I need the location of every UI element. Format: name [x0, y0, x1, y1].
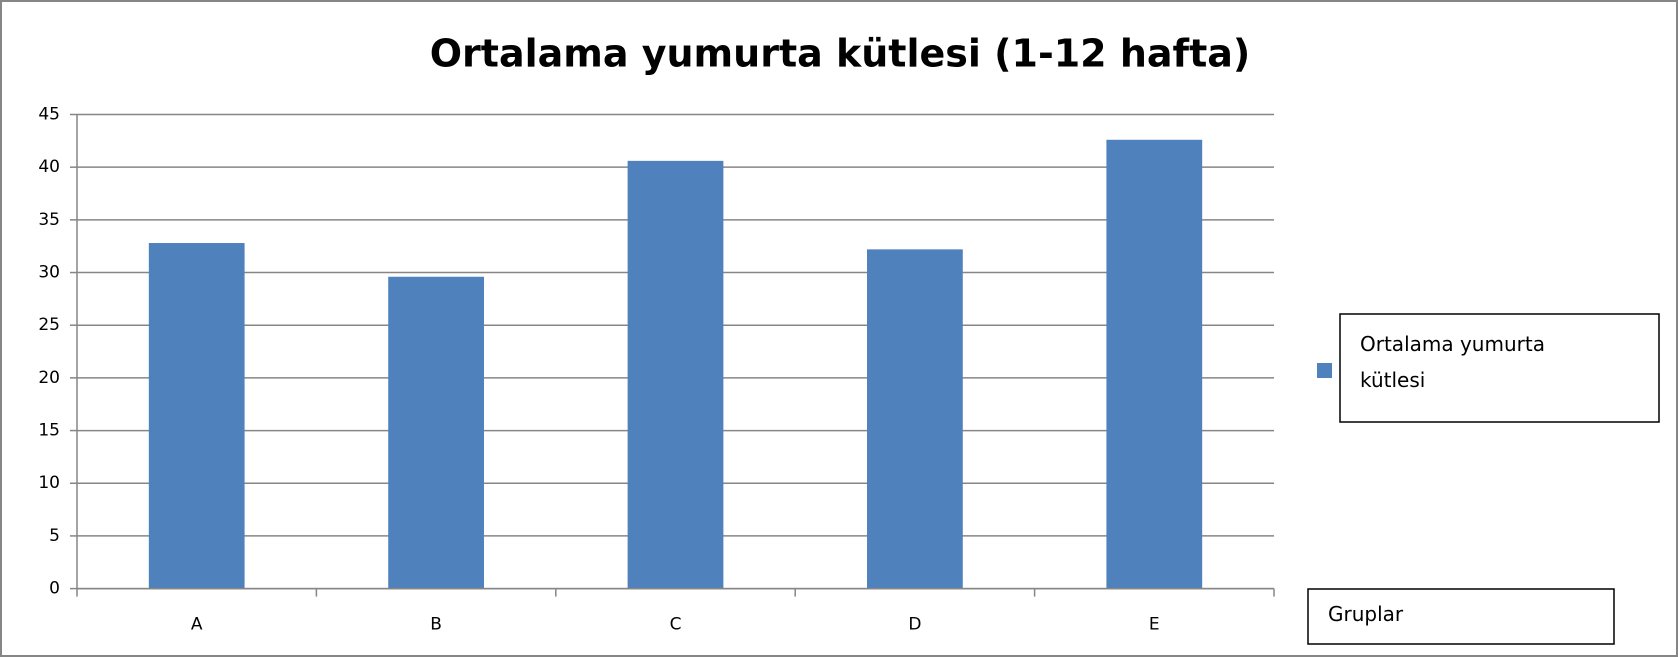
legend-box [1339, 313, 1660, 423]
y-tick-label: 15 [38, 421, 60, 441]
bar [388, 276, 484, 589]
y-tick-label: 5 [49, 526, 60, 546]
y-tick-label: 45 [38, 105, 60, 125]
y-tick-label: 25 [38, 315, 60, 335]
x-tick-label: D [908, 615, 921, 635]
y-tick-label: 30 [38, 263, 60, 283]
y-tick-label: 10 [38, 473, 60, 493]
bar [627, 160, 724, 589]
x-title-box [1307, 588, 1615, 645]
bar [1106, 139, 1203, 589]
x-tick-label: C [670, 615, 682, 635]
chart-title: Ortalama yumurta kütlesi (1-12 hafta) [430, 32, 1251, 76]
y-tick-label: 20 [38, 368, 60, 388]
bar [867, 249, 963, 589]
y-tick-label: 40 [38, 157, 60, 177]
y-tick-label: 35 [38, 210, 60, 230]
y-tick-label: 0 [49, 579, 60, 599]
legend-label: Ortalama yumurta kütlesi [1360, 332, 1545, 392]
x-tick-label: B [430, 615, 442, 635]
x-tick-label: E [1149, 615, 1160, 635]
x-axis-title: Gruplar [1328, 602, 1404, 626]
bar [148, 243, 245, 589]
legend-marker [1317, 363, 1332, 378]
x-tick-label: A [191, 615, 203, 635]
